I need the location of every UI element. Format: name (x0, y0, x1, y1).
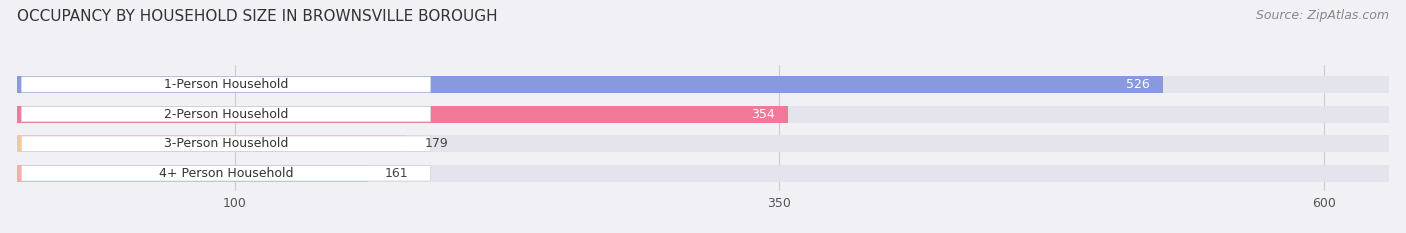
Text: 179: 179 (425, 137, 449, 150)
Text: 161: 161 (385, 167, 409, 180)
Text: 1-Person Household: 1-Person Household (163, 78, 288, 91)
FancyBboxPatch shape (21, 77, 430, 92)
Bar (17, 106, 787, 123)
Text: 526: 526 (1126, 78, 1150, 91)
Bar (17, 135, 1389, 152)
FancyBboxPatch shape (21, 106, 430, 122)
Bar (17, 165, 1389, 182)
Bar (17, 76, 1163, 93)
Text: 4+ Person Household: 4+ Person Household (159, 167, 294, 180)
Bar (17, 76, 1389, 93)
Bar (17, 135, 406, 152)
Bar (17, 106, 1389, 123)
Text: OCCUPANCY BY HOUSEHOLD SIZE IN BROWNSVILLE BOROUGH: OCCUPANCY BY HOUSEHOLD SIZE IN BROWNSVIL… (17, 9, 498, 24)
Text: 2-Person Household: 2-Person Household (163, 108, 288, 121)
FancyBboxPatch shape (21, 136, 430, 151)
Text: Source: ZipAtlas.com: Source: ZipAtlas.com (1256, 9, 1389, 22)
Text: 354: 354 (751, 108, 775, 121)
Text: 3-Person Household: 3-Person Household (163, 137, 288, 150)
Bar (17, 165, 367, 182)
FancyBboxPatch shape (21, 166, 430, 181)
